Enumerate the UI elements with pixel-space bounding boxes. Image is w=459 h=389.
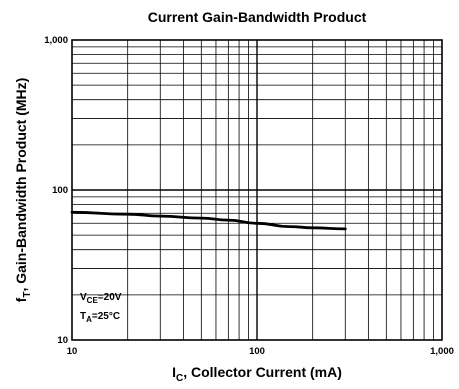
chart-title: Current Gain-Bandwidth Product [148, 9, 367, 25]
x-tick-label: 100 [249, 346, 265, 357]
x-tick-label: 1,000 [430, 346, 454, 357]
tick-labels: 10 100 1,000 10 100 1,000 [44, 35, 454, 357]
grid-lines [72, 40, 442, 340]
condition-vce: VCE=20V [80, 292, 122, 305]
test-conditions: VCE=20V TA=25°C [80, 292, 122, 324]
x-tick-label: 10 [67, 346, 78, 357]
y-tick-label: 1,000 [44, 35, 68, 46]
condition-ta: TA=25°C [80, 311, 120, 324]
y-tick-label: 100 [52, 185, 68, 196]
series-layer [70, 210, 347, 231]
plot-frame [71, 39, 443, 341]
y-tick-label: 10 [57, 335, 68, 346]
gain-bandwidth-curve [70, 210, 347, 231]
y-axis-label: fT, Gain-Bandwidth Product (MHz) [13, 78, 33, 303]
x-axis-label: IC, Collector Current (mA) [172, 364, 342, 384]
